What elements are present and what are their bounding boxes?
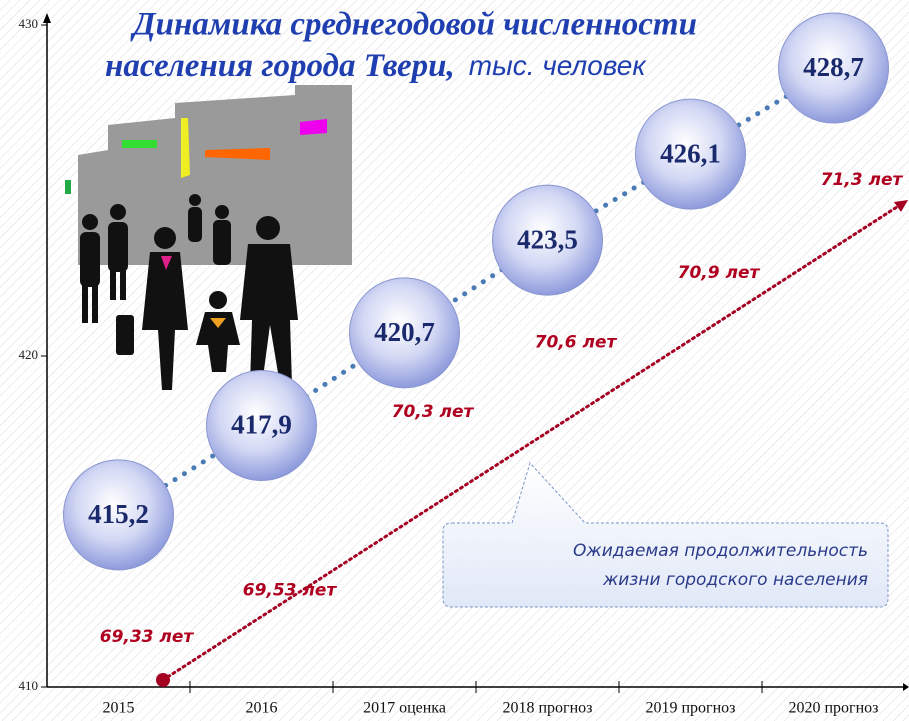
y-tick-label: 410 — [19, 678, 39, 693]
population-label: 423,5 — [517, 224, 578, 254]
population-line — [116, 65, 836, 518]
x-tick-label: 2017 оценка — [363, 700, 446, 717]
trend-arrow-head — [894, 200, 908, 212]
callout: Ожидаемая продолжительность жизни городс… — [442, 462, 889, 608]
life-label: 70,6 лет — [535, 332, 618, 352]
y-tick-label: 430 — [19, 16, 39, 31]
x-axis-arrow — [903, 683, 909, 691]
life-label: 69,53 лет — [243, 581, 338, 601]
population-label: 420,7 — [374, 317, 435, 347]
annotation: жизни городского населения — [602, 570, 868, 590]
plot: 410 420 430 2015 2016 2017 оценка 2018 прогноз… — [19, 12, 909, 717]
y-axis-arrow — [43, 13, 51, 23]
population-bubble — [778, 12, 889, 124]
x-tick-label: 2015 — [103, 700, 135, 717]
chart-title: Динамика среднегодовой численности — [130, 7, 697, 43]
population-bubble — [349, 277, 460, 389]
population-label: 428,7 — [803, 52, 864, 82]
population-label: 417,9 — [231, 410, 292, 440]
population-label: 426,1 — [660, 138, 721, 168]
life-label: 70,9 лет — [678, 263, 761, 283]
x-tick-label: 2019 прогноз — [645, 700, 735, 717]
trend-start — [156, 673, 170, 687]
x-tick-label: 2020 прогноз — [788, 700, 878, 717]
annotation: Ожидаемая продолжительность — [573, 541, 868, 561]
life-label: 70,3 лет — [392, 402, 475, 422]
x-tick-label: 2018 прогноз — [502, 700, 592, 717]
population-bubble — [206, 370, 317, 482]
trend-arrow — [161, 203, 902, 682]
y-tick-label: 420 — [19, 347, 39, 362]
population-label: 415,2 — [88, 499, 149, 529]
illustration — [65, 85, 352, 390]
subtitle: населения города Твери, — [105, 48, 455, 84]
unit: тыс. человек — [469, 50, 648, 81]
x-tick-label: 2016 — [246, 700, 278, 717]
population-bubble — [63, 459, 174, 571]
chart-subtitle: населения города Твери, тыс. человек — [105, 48, 647, 84]
population-bubble — [492, 184, 603, 296]
life-label: 71,3 лет — [821, 170, 904, 190]
population-bubble — [635, 98, 746, 210]
life-label: 69,33 лет — [100, 627, 195, 647]
